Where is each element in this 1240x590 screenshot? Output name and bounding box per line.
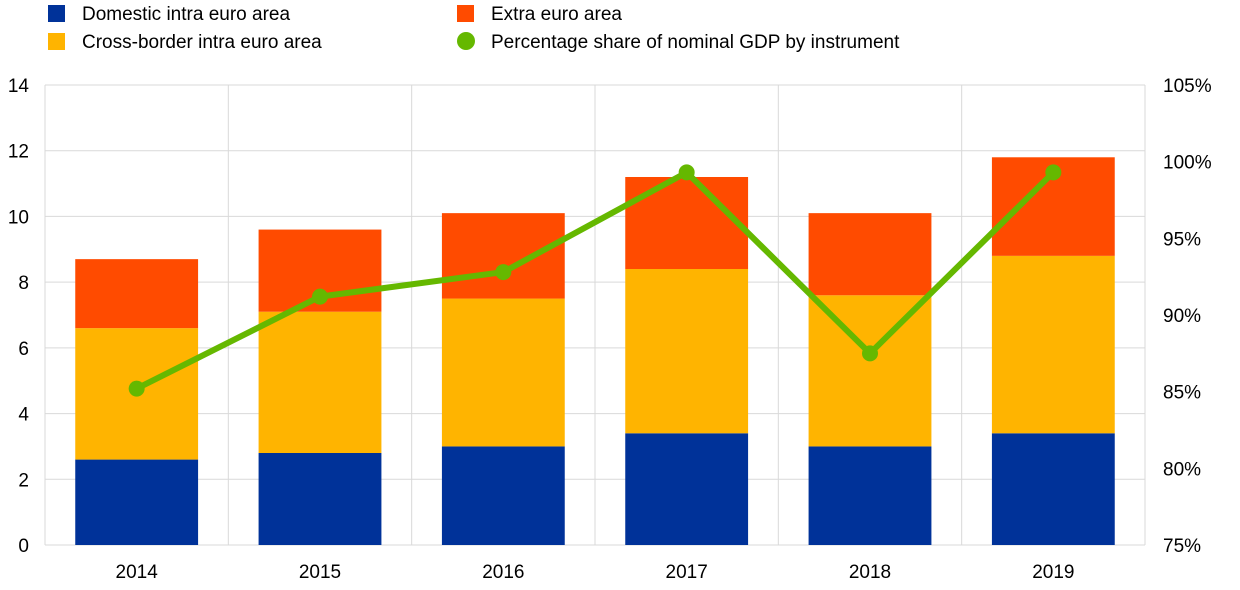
line-point — [495, 264, 512, 281]
bar-domestic-intra-euro-area — [625, 433, 749, 545]
y-tick-label: 12 — [8, 142, 29, 163]
x-tick-label: 2019 — [1032, 562, 1074, 583]
y-tick-label: 6 — [18, 339, 29, 360]
legend-swatch — [48, 5, 65, 22]
x-tick-label: 2017 — [666, 562, 708, 583]
y2-tick-label: 90% — [1163, 306, 1201, 327]
x-tick-label: 2016 — [482, 562, 524, 583]
legend-swatch — [48, 33, 65, 50]
legend-swatch — [457, 32, 475, 50]
legend-label: Cross-border intra euro area — [82, 32, 322, 53]
bar-extra-euro-area — [441, 213, 565, 299]
y-tick-label: 10 — [8, 207, 29, 228]
y2-tick-label: 105% — [1163, 76, 1212, 97]
y-tick-label: 8 — [18, 273, 29, 294]
bar-cross-border-intra-euro-area — [991, 255, 1115, 434]
bar-domestic-intra-euro-area — [258, 453, 382, 545]
legend-swatch — [457, 5, 474, 22]
bar-cross-border-intra-euro-area — [625, 269, 749, 434]
bar-extra-euro-area — [75, 259, 199, 329]
bar-domestic-intra-euro-area — [991, 433, 1115, 545]
x-tick-label: 2014 — [116, 562, 159, 583]
bar-extra-euro-area — [808, 213, 932, 296]
bar-domestic-intra-euro-area — [808, 446, 932, 545]
bar-cross-border-intra-euro-area — [258, 311, 382, 453]
y2-tick-label: 75% — [1163, 536, 1201, 557]
x-tick-label: 2018 — [849, 562, 891, 583]
x-tick-label: 2015 — [299, 562, 341, 583]
bar-domestic-intra-euro-area — [75, 459, 199, 545]
line-point — [678, 164, 695, 181]
y2-tick-label: 85% — [1163, 383, 1201, 404]
bar-cross-border-intra-euro-area — [441, 298, 565, 447]
y-tick-label: 14 — [8, 76, 30, 97]
y-tick-label: 0 — [18, 536, 29, 557]
line-series — [135, 169, 1056, 392]
y-tick-label: 2 — [18, 470, 29, 491]
bar-domestic-intra-euro-area — [441, 446, 565, 545]
line-point — [1045, 164, 1062, 181]
legend-label: Domestic intra euro area — [82, 4, 290, 25]
y2-tick-label: 100% — [1163, 153, 1212, 174]
bar-extra-euro-area — [625, 177, 749, 269]
y2-tick-label: 95% — [1163, 229, 1201, 250]
bar-cross-border-intra-euro-area — [808, 295, 932, 447]
y2-tick-label: 80% — [1163, 459, 1201, 480]
legend-label: Extra euro area — [491, 4, 622, 25]
line-point — [312, 288, 328, 305]
line-point — [862, 345, 878, 362]
y-tick-label: 4 — [18, 405, 29, 426]
line-point — [128, 380, 145, 397]
legend-label: Percentage share of nominal GDP by instr… — [491, 32, 900, 53]
